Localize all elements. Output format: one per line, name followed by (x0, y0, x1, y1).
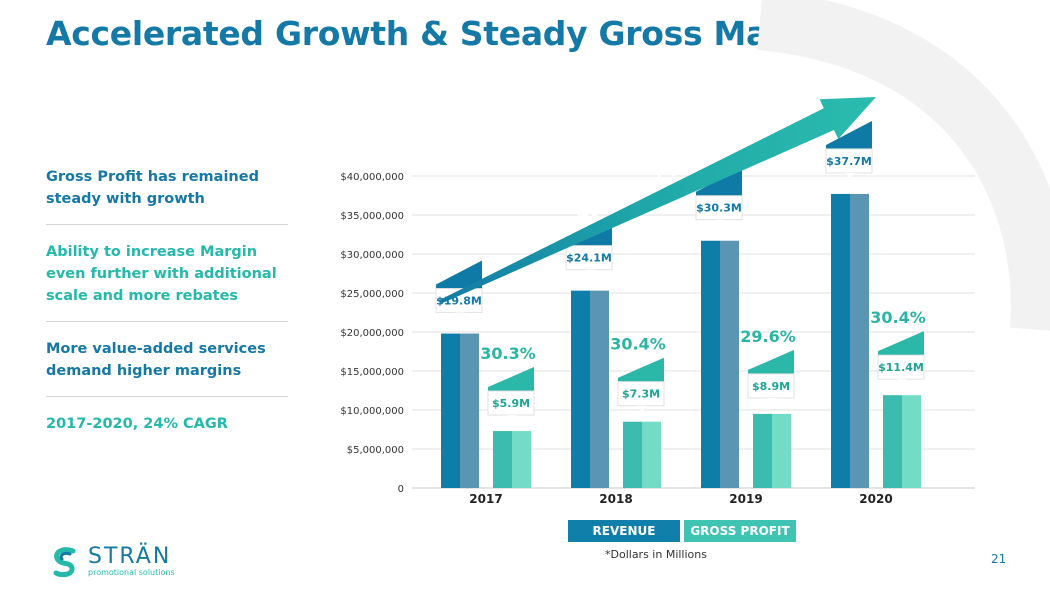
x-category-label: 2017 (469, 492, 502, 506)
stran-logo-icon (53, 547, 76, 578)
revenue-callout-pointer (845, 172, 855, 179)
gross-profit-callout-pointer (897, 379, 907, 386)
gross-profit-value-label: $5.9M (492, 397, 530, 410)
page-title: Accelerated Growth & Steady Gross Margin (46, 14, 842, 53)
gross-profit-bar-shade (642, 421, 661, 488)
y-tick-label: $30,000,000 (340, 250, 404, 261)
gross-margin-label: 30.3% (480, 344, 536, 363)
stran-logo: STRÄN promotional solutions (48, 545, 175, 579)
key-point-3: More value-added services demand higher … (46, 332, 288, 397)
revenue-bar (831, 193, 850, 488)
revenue-callout-box (695, 195, 743, 221)
gross-profit-value-label: $11.4M (878, 361, 924, 374)
revenue-bar (701, 240, 720, 488)
revenue-bar (441, 333, 460, 488)
gross-profit-value-label: $7.3M (622, 388, 660, 401)
gross-profit-bar-shade (902, 395, 921, 488)
x-category-label: 2019 (729, 492, 762, 506)
revenue-callout-pointer (715, 219, 725, 226)
gross-profit-callout-flag (878, 331, 924, 356)
revenue-value-label: $30.3M (696, 202, 742, 215)
logo-name: STRÄN (88, 544, 172, 569)
y-tick-label: $10,000,000 (340, 406, 404, 417)
gross-profit-callout-flag (488, 367, 534, 392)
key-point-4: 2017-2020, 24% CAGR (46, 416, 228, 432)
gross-profit-callout-pointer (507, 415, 517, 422)
revenue-callout-flag (436, 260, 482, 289)
gross-margin-label: 30.4% (870, 308, 926, 327)
gross-profit-bar (623, 421, 642, 488)
gross-profit-bar-shade (512, 431, 531, 488)
page-number: 21 (991, 552, 1007, 566)
y-tick-label: $40,000,000 (340, 172, 404, 183)
gross-profit-callout-pointer (637, 405, 647, 412)
gross-margin-label: 29.6% (740, 327, 796, 346)
y-tick-label: $20,000,000 (340, 328, 404, 339)
cagr-arrow (439, 97, 876, 304)
y-tick-label: 0 (398, 484, 404, 495)
y-tick-label: $35,000,000 (340, 211, 404, 222)
revenue-callout-flag (826, 120, 872, 149)
revenue-value-label: $24.1M (566, 252, 612, 265)
key-point-1: Gross Profit has remained steady with gr… (46, 160, 288, 225)
revenue-callout-pointer (455, 312, 465, 319)
key-points: Gross Profit has remained steady with gr… (46, 160, 288, 449)
key-point-2: Ability to increase Margin even further … (46, 235, 288, 322)
gross-profit-value-label: $8.9M (752, 380, 790, 393)
y-tick-label: $15,000,000 (340, 367, 404, 378)
revenue-value-label: $37.7M (826, 155, 872, 168)
gross-profit-callout-box (617, 381, 665, 407)
gross-profit-bar-shade (772, 413, 791, 488)
gross-margin-label: 30.4% (610, 335, 666, 354)
logo-subtitle: promotional solutions (88, 568, 175, 577)
revenue-bar (571, 290, 590, 488)
revenue-callout-pointer (585, 269, 595, 276)
x-category-label: 2018 (599, 492, 632, 506)
gross-profit-bar (753, 413, 772, 488)
legend-gross-profit: GROSS PROFIT (684, 520, 796, 542)
gross-profit-bar (883, 395, 902, 488)
revenue-bar-shade (590, 290, 609, 488)
y-tick-label: $5,000,000 (347, 445, 404, 456)
revenue-bar-shade (460, 333, 479, 488)
gross-profit-callout-pointer (767, 397, 777, 404)
revenue-bar-shade (720, 240, 739, 488)
gross-profit-callout-box (747, 373, 795, 399)
legend-revenue: REVENUE (568, 520, 680, 542)
watermark-arc (757, 0, 1050, 331)
revenue-bar-shade (850, 193, 869, 488)
x-category-label: 2020 (859, 492, 892, 506)
gross-profit-callout-flag (748, 349, 794, 374)
y-tick-label: $25,000,000 (340, 289, 404, 300)
gross-profit-bar (493, 431, 512, 488)
gross-profit-callout-box (487, 390, 535, 416)
footnote: *Dollars in Millions (605, 548, 707, 561)
gross-profit-callout-flag (618, 357, 664, 382)
